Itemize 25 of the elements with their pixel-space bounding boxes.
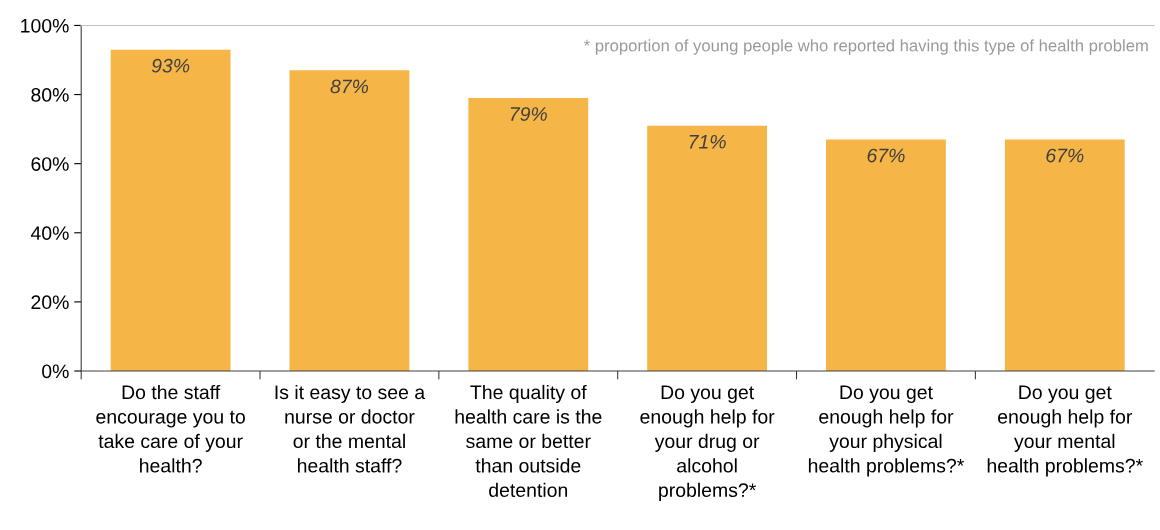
y-tick-label: 60%	[31, 157, 69, 171]
data-label: 87%	[330, 79, 369, 94]
data-label: 79%	[510, 107, 547, 121]
bar	[110, 49, 231, 371]
bar	[647, 125, 768, 371]
x-tick-label: Do you get enough help for your drug or alcohol problems?*	[640, 385, 775, 501]
data-label: 71%	[689, 134, 726, 149]
data-label: 93%	[151, 58, 190, 73]
y-tick-label: 100%	[21, 18, 69, 33]
annotation: * proportion of young people who reported having this type of health problem	[583, 39, 1148, 55]
y-tick-label: 0%	[42, 364, 69, 379]
x-tick-label: Is it easy to see a nurse or doctor or the mental health staff?	[275, 384, 426, 473]
data-label: 67%	[867, 148, 905, 163]
bar	[468, 98, 589, 371]
data-label: 67%	[1046, 148, 1084, 163]
x-tick-label: The quality of health care is the same or better than outside detention	[455, 384, 602, 498]
bar	[826, 139, 946, 371]
x-tick-label: Do you get enough help for your physical health problems?*	[808, 385, 965, 477]
bar	[1004, 139, 1125, 371]
x-tick-label: Do the staff encourage you to take care of your health?	[96, 384, 245, 473]
x-tick-label: Do you get enough help for your mental health problems?*	[987, 385, 1143, 477]
bar	[289, 70, 410, 371]
y-tick-label: 80%	[31, 88, 69, 102]
y-tick-label: 20%	[31, 295, 69, 310]
y-tick-label: 40%	[30, 226, 69, 241]
